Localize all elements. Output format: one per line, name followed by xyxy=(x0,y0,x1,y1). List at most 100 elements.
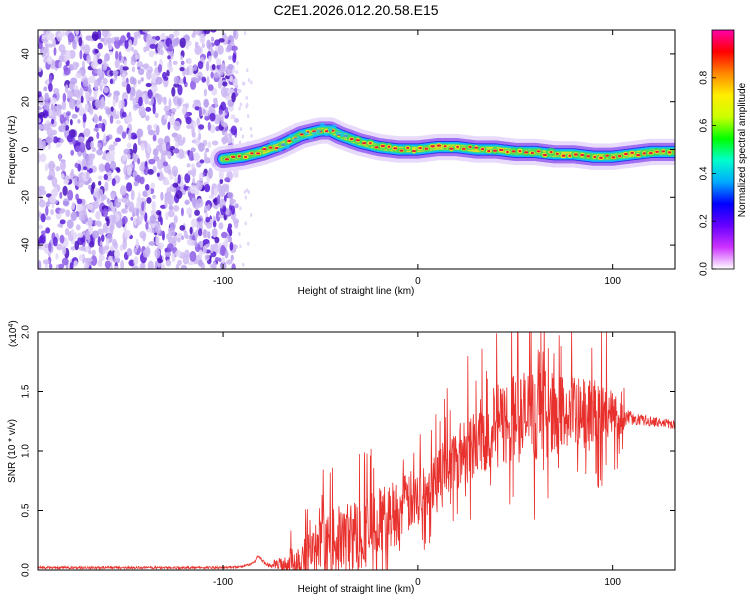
noise-speck xyxy=(194,45,202,56)
noise-speck xyxy=(85,103,89,111)
noise-speck xyxy=(189,184,197,194)
noise-speck xyxy=(186,65,190,76)
noise-speck xyxy=(226,259,233,265)
noise-speck xyxy=(167,151,172,160)
noise-speck xyxy=(69,262,74,269)
noise-speck xyxy=(44,92,49,102)
noise-speck xyxy=(53,236,58,247)
noise-speck xyxy=(100,234,105,242)
snr-multiplier-prefix: (x10 xyxy=(8,327,19,347)
noise-speck xyxy=(146,197,152,204)
ridge-core xyxy=(536,150,541,153)
noise-speck xyxy=(78,36,83,47)
noise-speck xyxy=(229,204,233,211)
colorbar-tick-label: 0.2 xyxy=(699,214,710,228)
noise-speck xyxy=(173,83,180,88)
noise-speck xyxy=(109,78,114,85)
noise-speck xyxy=(190,218,198,228)
noise-speck xyxy=(116,110,120,115)
noise-speck xyxy=(102,77,108,85)
noise-speck xyxy=(140,77,144,82)
noise-speck xyxy=(183,76,187,85)
noise-speck xyxy=(152,134,157,142)
noise-speck xyxy=(129,95,134,101)
noise-speck xyxy=(183,230,188,239)
noise-speck xyxy=(173,120,181,131)
noise-speck xyxy=(123,60,127,67)
noise-speck xyxy=(91,60,98,70)
noise-speck xyxy=(111,205,116,214)
noise-speck xyxy=(87,217,93,227)
ridge-core xyxy=(244,155,248,159)
noise-speck xyxy=(39,195,43,204)
noise-speck xyxy=(139,164,145,172)
noise-speck xyxy=(111,215,117,225)
noise-speck xyxy=(96,188,104,198)
noise-speck xyxy=(242,81,246,86)
noise-speck xyxy=(157,242,164,250)
noise-speck xyxy=(102,64,108,71)
noise-speck xyxy=(213,203,219,210)
noise-speck xyxy=(71,113,78,119)
noise-speck xyxy=(126,166,132,176)
noise-speck xyxy=(132,77,137,85)
ridge-core xyxy=(498,148,504,152)
noise-speck xyxy=(145,82,152,88)
noise-speck xyxy=(235,173,239,178)
noise-speck xyxy=(202,108,206,115)
noise-speck xyxy=(164,251,172,257)
noise-speck xyxy=(142,93,146,103)
noise-speck xyxy=(207,84,214,92)
noise-speck xyxy=(66,219,74,229)
noise-speck xyxy=(207,203,211,210)
noise-speck xyxy=(52,186,59,198)
noise-speck xyxy=(122,153,127,162)
ridge-blob xyxy=(296,136,302,141)
noise-speck xyxy=(192,177,196,186)
snr-x-ticks: -100 0 100 xyxy=(213,332,621,588)
noise-speck xyxy=(86,54,92,64)
noise-speck xyxy=(162,180,170,186)
noise-speck xyxy=(38,243,46,251)
ridge-core xyxy=(511,150,516,153)
noise-speck xyxy=(48,82,53,92)
noise-speck xyxy=(91,230,99,239)
noise-speck xyxy=(239,244,242,249)
noise-speck xyxy=(198,259,204,267)
noise-speck xyxy=(38,185,46,191)
x-tick-label: -100 xyxy=(213,577,233,588)
noise-speck xyxy=(109,245,115,252)
noise-speck xyxy=(216,194,221,205)
noise-speck xyxy=(103,57,107,67)
noise-speck xyxy=(98,115,102,122)
noise-speck xyxy=(97,175,103,180)
x-tick-label: -100 xyxy=(213,276,233,287)
noise-speck xyxy=(49,195,57,204)
noise-speck xyxy=(245,95,248,100)
noise-speck xyxy=(136,61,143,68)
noise-speck xyxy=(231,92,236,103)
noise-speck xyxy=(242,262,245,267)
noise-speck xyxy=(214,39,221,46)
noise-speck xyxy=(141,201,145,212)
noise-speck xyxy=(40,213,46,223)
spectrogram-ridge xyxy=(209,117,675,173)
noise-speck xyxy=(137,79,142,85)
noise-speck xyxy=(198,142,205,152)
spectrogram-x-label: Height of straight line (km) xyxy=(298,286,415,297)
ridge-blob xyxy=(319,122,325,127)
noise-speck xyxy=(151,200,156,212)
noise-speck xyxy=(169,230,176,237)
noise-speck xyxy=(45,201,50,208)
noise-speck xyxy=(218,222,224,230)
noise-speck xyxy=(235,70,238,75)
snr-frame xyxy=(37,331,676,571)
noise-speck xyxy=(222,205,227,213)
x-tick-label: 100 xyxy=(604,577,621,588)
noise-speck xyxy=(38,152,41,163)
noise-speck xyxy=(142,190,149,197)
noise-speck xyxy=(144,184,150,191)
noise-speck xyxy=(148,241,156,246)
noise-speck xyxy=(230,114,236,120)
noise-speck xyxy=(157,258,163,264)
